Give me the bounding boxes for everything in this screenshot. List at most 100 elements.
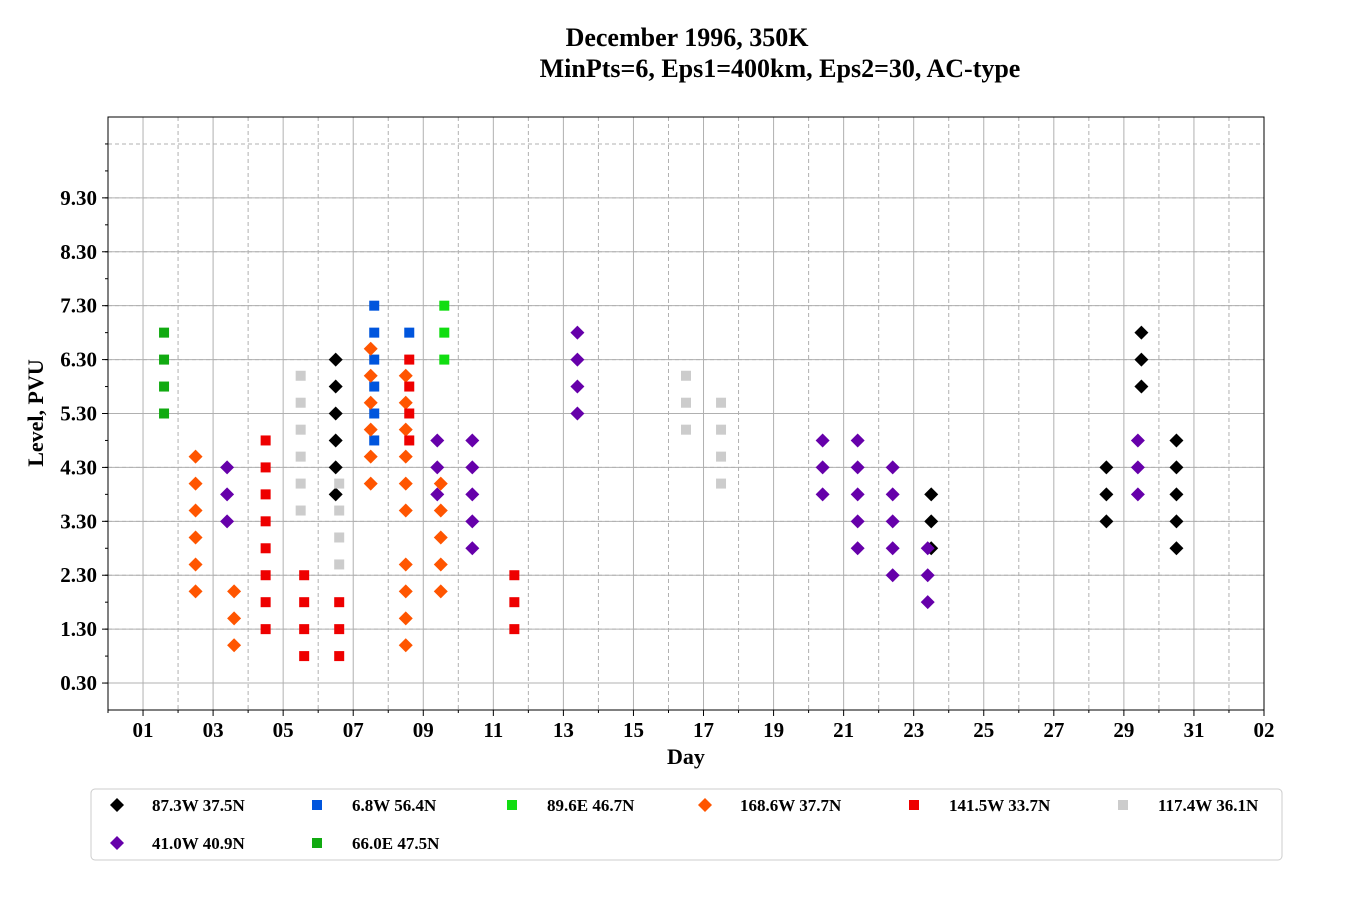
x-tick-label: 09: [413, 718, 434, 742]
data-point: [439, 327, 450, 338]
legend-marker: [312, 838, 322, 848]
data-point: [920, 541, 935, 556]
data-point: [885, 460, 900, 475]
data-point: [398, 368, 413, 383]
data-point: [920, 568, 935, 583]
data-point: [159, 381, 170, 392]
y-tick-label: 7.30: [60, 294, 97, 318]
data-point: [433, 476, 448, 491]
data-point: [328, 487, 343, 502]
y-tick-label: 5.30: [60, 402, 97, 426]
data-point: [815, 487, 830, 502]
data-point: [398, 584, 413, 599]
data-point: [260, 597, 271, 608]
data-point: [295, 370, 306, 381]
legend-marker: [507, 800, 517, 810]
data-point: [260, 570, 271, 581]
data-point: [227, 611, 242, 626]
data-point: [159, 327, 170, 338]
data-point: [430, 433, 445, 448]
data-point: [404, 327, 415, 338]
data-point: [398, 476, 413, 491]
data-point: [334, 559, 345, 570]
data-point: [398, 557, 413, 572]
data-point: [220, 514, 235, 529]
data-point: [369, 354, 380, 365]
x-tick-label: 11: [483, 718, 503, 742]
legend-label: 6.8W 56.4N: [352, 796, 437, 815]
data-point: [465, 514, 480, 529]
data-point: [920, 595, 935, 610]
data-point: [188, 557, 203, 572]
data-point: [334, 651, 345, 662]
x-tick-label: 17: [693, 718, 714, 742]
data-point: [363, 341, 378, 356]
data-point: [334, 532, 345, 543]
data-point: [369, 300, 380, 311]
x-tick-label: 19: [763, 718, 784, 742]
legend-marker: [110, 798, 124, 812]
data-point: [369, 435, 380, 446]
data-point: [1130, 460, 1145, 475]
data-point: [716, 478, 727, 489]
data-point: [260, 489, 271, 500]
data-point: [850, 541, 865, 556]
data-point: [260, 543, 271, 554]
data-point: [1099, 514, 1114, 529]
grid: [108, 117, 1265, 710]
data-point: [430, 460, 445, 475]
x-tick-label: 29: [1113, 718, 1134, 742]
y-tick-label: 3.30: [60, 509, 97, 533]
y-tick-label: 2.30: [60, 563, 97, 587]
data-point: [1134, 379, 1149, 394]
data-point: [433, 530, 448, 545]
data-point: [369, 327, 380, 338]
data-point: [260, 624, 271, 635]
data-point: [850, 487, 865, 502]
data-point: [924, 487, 939, 502]
data-point: [509, 597, 520, 608]
y-tick-label: 6.30: [60, 348, 97, 372]
data-point: [465, 460, 480, 475]
data-point: [1169, 541, 1184, 556]
x-tick-label: 31: [1183, 718, 1204, 742]
data-point: [570, 379, 585, 394]
data-point: [188, 449, 203, 464]
data-point: [363, 476, 378, 491]
data-point: [363, 368, 378, 383]
data-point: [188, 476, 203, 491]
data-point: [1099, 487, 1114, 502]
x-axis-label: Day: [667, 744, 705, 769]
data-point: [363, 395, 378, 410]
data-markers: [159, 300, 1184, 662]
data-point: [1169, 460, 1184, 475]
legend-label: 168.6W 37.7N: [740, 796, 842, 815]
data-point: [334, 597, 345, 608]
data-point: [227, 584, 242, 599]
x-tick-label: 05: [273, 718, 294, 742]
data-point: [716, 451, 727, 462]
data-point: [815, 460, 830, 475]
data-point: [227, 638, 242, 653]
data-point: [1130, 487, 1145, 502]
data-point: [885, 487, 900, 502]
data-point: [924, 514, 939, 529]
data-point: [363, 422, 378, 437]
data-point: [1134, 352, 1149, 367]
data-point: [398, 611, 413, 626]
data-point: [850, 460, 865, 475]
data-point: [404, 435, 415, 446]
data-point: [260, 435, 271, 446]
legend-box: [90, 788, 1283, 861]
x-tick-label: 15: [623, 718, 644, 742]
data-point: [295, 397, 306, 408]
data-point: [220, 487, 235, 502]
data-point: [334, 505, 345, 516]
data-point: [509, 624, 520, 635]
data-point: [570, 325, 585, 340]
data-point: [334, 624, 345, 635]
data-point: [328, 379, 343, 394]
data-point: [404, 354, 415, 365]
data-point: [465, 541, 480, 556]
